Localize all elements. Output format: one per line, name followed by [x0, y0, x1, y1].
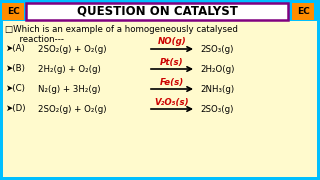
- Text: NO(g): NO(g): [158, 37, 186, 46]
- Text: ➤(A): ➤(A): [5, 44, 25, 53]
- Text: □Which is an example of a homogeneously catalysed: □Which is an example of a homogeneously …: [5, 24, 238, 33]
- Text: 2H₂(g) + O₂(g): 2H₂(g) + O₂(g): [38, 64, 101, 73]
- Text: Fe(s): Fe(s): [160, 78, 184, 87]
- FancyBboxPatch shape: [26, 3, 288, 20]
- FancyBboxPatch shape: [292, 3, 314, 20]
- Text: 2SO₂(g) + O₂(g): 2SO₂(g) + O₂(g): [38, 44, 107, 53]
- Text: 2H₂O(g): 2H₂O(g): [200, 64, 234, 73]
- Text: EC: EC: [297, 6, 309, 15]
- Text: V₂O₅(s): V₂O₅(s): [155, 98, 189, 107]
- Text: 2SO₂(g) + O₂(g): 2SO₂(g) + O₂(g): [38, 105, 107, 114]
- Text: ➤(D): ➤(D): [5, 105, 26, 114]
- Text: 2NH₃(g): 2NH₃(g): [200, 84, 234, 93]
- FancyBboxPatch shape: [2, 3, 24, 20]
- Text: reaction---: reaction---: [14, 35, 64, 44]
- Text: EC: EC: [7, 6, 20, 15]
- Text: 2SO₃(g): 2SO₃(g): [200, 105, 233, 114]
- Text: QUESTION ON CATALYST: QUESTION ON CATALYST: [76, 4, 237, 17]
- Text: 2SO₃(g): 2SO₃(g): [200, 44, 233, 53]
- Text: Pt(s): Pt(s): [160, 57, 184, 66]
- FancyBboxPatch shape: [3, 21, 317, 177]
- Text: ➤(C): ➤(C): [5, 84, 25, 93]
- Text: N₂(g) + 3H₂(g): N₂(g) + 3H₂(g): [38, 84, 100, 93]
- Text: ➤(B): ➤(B): [5, 64, 25, 73]
